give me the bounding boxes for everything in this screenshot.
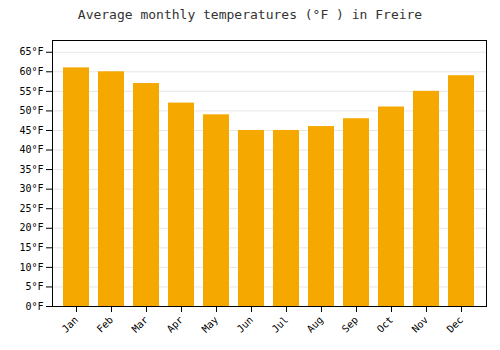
svg-text:Sep: Sep [340,314,361,335]
svg-text:Jun: Jun [235,314,256,335]
html-text:Average monthly temperatures (: Average monthly temperatures (°F ) in Fr… [77,7,423,22]
svg-text:Jul: Jul [270,314,291,335]
svg-text:50°F: 50°F [19,105,43,116]
svg-text:10°F: 10°F [19,262,43,273]
svg-text:0°F: 0°F [25,301,43,312]
svg-text:Apr: Apr [165,314,186,335]
svg-text:Dec: Dec [445,314,466,335]
svg-text:45°F: 45°F [19,125,43,136]
svg-text:May: May [200,314,221,335]
svg-text:30°F: 30°F [19,183,43,194]
svg-text:Feb: Feb [95,314,116,335]
svg-text:65°F: 65°F [19,46,43,57]
svg-text:Oct: Oct [375,314,396,335]
svg-text:15°F: 15°F [19,242,43,253]
svg-text:5°F: 5°F [25,281,43,292]
svg-text:Aug: Aug [305,314,326,335]
svg-text:60°F: 60°F [19,66,43,77]
svg-text:25°F: 25°F [19,203,43,214]
svg-text:Mar: Mar [130,314,151,335]
svg-text:Jan: Jan [60,314,81,335]
svg-text:20°F: 20°F [19,222,43,233]
svg-text:40°F: 40°F [19,144,43,155]
svg-text:55°F: 55°F [19,86,43,97]
svg-text:35°F: 35°F [19,164,43,175]
svg-text:Nov: Nov [410,314,431,335]
